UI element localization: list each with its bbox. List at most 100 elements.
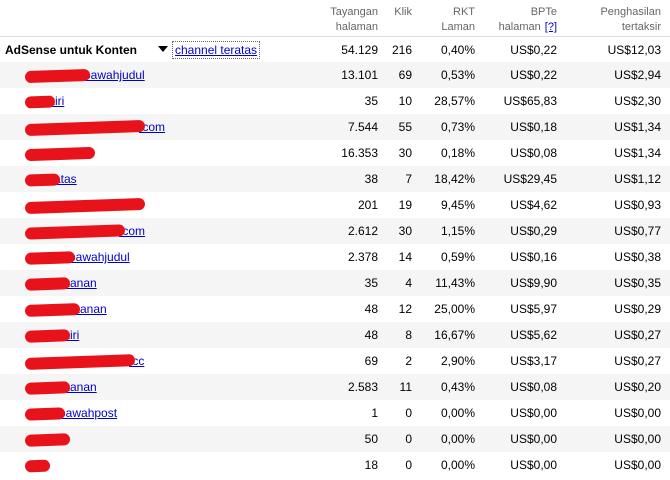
column-header: halaman [?]	[462, 20, 557, 35]
data-cell: US$1,34	[614, 120, 661, 134]
redaction	[24, 173, 61, 187]
data-cell: US$0,22	[510, 68, 557, 82]
table-row	[0, 140, 670, 166]
data-cell: 0,53%	[440, 68, 475, 82]
summary-cell: US$12,03	[607, 43, 661, 57]
data-cell: 38	[364, 172, 378, 186]
table-row	[0, 62, 670, 88]
channel-dropdown[interactable]: channel teratas	[172, 41, 261, 59]
table-row	[0, 322, 670, 348]
data-cell: 55	[398, 120, 412, 134]
data-cell: 0,00%	[440, 406, 475, 420]
channel-link[interactable]: bawahjudul	[69, 250, 130, 264]
channel-link[interactable]: .com	[139, 120, 166, 134]
help-link[interactable]: [?]	[544, 21, 557, 33]
table-row	[0, 374, 670, 400]
data-cell: 28,57%	[434, 94, 475, 108]
data-cell: 0,00%	[440, 432, 475, 446]
data-cell: US$65,83	[503, 94, 557, 108]
data-cell: 0,00%	[440, 458, 475, 472]
dropdown-arrow[interactable]	[158, 46, 168, 52]
redaction	[24, 68, 91, 84]
data-cell: US$0,00	[510, 432, 557, 446]
table-row	[0, 166, 670, 192]
redaction	[24, 95, 56, 109]
data-cell: 12	[398, 302, 412, 316]
data-cell: 25,00%	[434, 302, 475, 316]
data-cell: 0	[405, 458, 412, 472]
data-cell: 7	[405, 172, 412, 186]
data-cell: US$3,17	[510, 354, 557, 368]
table-row	[0, 296, 670, 322]
data-cell: US$2,94	[614, 68, 661, 82]
column-header: halaman	[335, 21, 378, 33]
redaction	[24, 407, 66, 421]
data-cell: US$0,00	[614, 406, 661, 420]
channel-link[interactable]: .com	[119, 224, 146, 238]
column-header: Klik	[394, 6, 412, 18]
channel-link[interactable]: atas	[54, 172, 77, 186]
data-cell: US$0,00	[510, 458, 557, 472]
redaction	[24, 146, 96, 162]
data-cell: US$0,08	[510, 380, 557, 394]
redaction	[24, 277, 71, 291]
data-cell: US$0,93	[614, 198, 661, 212]
data-cell: 1	[371, 406, 378, 420]
data-cell: US$1,12	[614, 172, 661, 186]
data-cell: US$0,29	[510, 224, 557, 238]
column-header: Penghasilan	[600, 6, 661, 18]
summary-cell: 0,40%	[440, 43, 475, 57]
channel-link[interactable]: kanan	[74, 302, 107, 316]
data-cell: 50	[364, 432, 378, 446]
table-row	[0, 88, 670, 114]
header-divider	[0, 36, 670, 37]
data-cell: 0,73%	[440, 120, 475, 134]
data-cell: 16,67%	[434, 328, 475, 342]
data-cell: 0,18%	[440, 146, 475, 160]
table-row	[0, 400, 670, 426]
data-cell: US$0,38	[614, 250, 661, 264]
table-row	[0, 270, 670, 296]
table-row	[0, 244, 670, 270]
data-cell: 2,90%	[440, 354, 475, 368]
redaction	[24, 381, 71, 395]
data-cell: 9,45%	[440, 198, 475, 212]
data-cell: 14	[398, 250, 412, 264]
data-cell: US$0,77	[614, 224, 661, 238]
product-label: AdSense untuk Konten	[5, 43, 138, 57]
data-cell: US$0,00	[614, 458, 661, 472]
data-cell: 69	[364, 354, 378, 368]
data-cell: 2.378	[347, 250, 378, 264]
data-cell: 4	[405, 276, 412, 290]
data-cell: 13.101	[341, 68, 378, 82]
data-cell: 69	[398, 68, 412, 82]
channel-link[interactable]: bawahpost	[59, 406, 118, 420]
data-cell: 30	[398, 224, 412, 238]
data-cell: US$0,27	[614, 354, 661, 368]
column-header: Laman	[441, 21, 475, 33]
column-header: Tayangan	[330, 6, 378, 18]
data-cell: US$0,27	[614, 328, 661, 342]
table-row	[0, 426, 670, 452]
data-cell: 1,15%	[440, 224, 475, 238]
channel-link[interactable]: bawahjudul	[84, 68, 145, 82]
data-cell: 10	[398, 94, 412, 108]
data-cell: 2	[405, 354, 412, 368]
data-cell: US$0,08	[510, 146, 557, 160]
data-cell: 2.583	[347, 380, 378, 394]
summary-cell: 54.129	[341, 43, 378, 57]
data-cell: 11,43%	[435, 276, 475, 290]
data-cell: US$0,00	[510, 406, 557, 420]
redaction	[24, 251, 76, 265]
data-cell: 11	[399, 380, 412, 394]
column-header: tertaksir	[621, 21, 661, 33]
data-cell: 201	[357, 198, 378, 212]
data-cell: US$0,35	[614, 276, 661, 290]
data-cell: 7.544	[347, 120, 378, 134]
channel-link[interactable]: kanan	[64, 276, 97, 290]
channel-link[interactable]: kanan	[64, 380, 97, 394]
summary-cell: 216	[391, 43, 412, 57]
data-cell: US$9,90	[510, 276, 557, 290]
data-cell: US$0,29	[614, 302, 661, 316]
data-cell: 2.612	[347, 224, 378, 238]
